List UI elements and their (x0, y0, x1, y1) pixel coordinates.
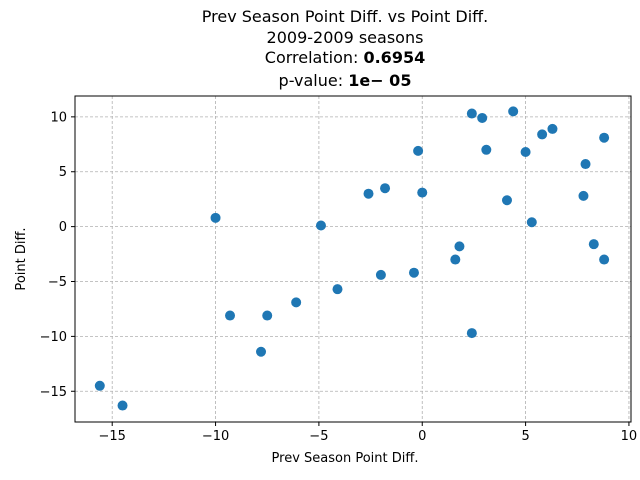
data-point (526, 217, 537, 228)
data-point (413, 145, 424, 156)
data-point (117, 400, 128, 411)
data-point (256, 346, 267, 357)
data-point (477, 112, 488, 123)
pvalue-value: 1e− 05 (348, 71, 411, 90)
data-point (508, 106, 519, 117)
x-tick-label: −5 (309, 429, 328, 444)
x-tick-label: 5 (521, 429, 529, 444)
data-point (466, 328, 477, 339)
correlation-label: Correlation: (265, 48, 364, 67)
data-point (599, 132, 610, 143)
data-point (363, 188, 374, 199)
data-point (547, 123, 558, 134)
data-point (262, 310, 273, 321)
data-point (315, 220, 326, 231)
x-tick-label: 10 (621, 429, 638, 444)
data-points (94, 106, 610, 411)
data-point (537, 129, 548, 140)
data-point (580, 159, 591, 170)
data-point (408, 267, 419, 278)
data-point (481, 144, 492, 155)
pvalue-label: p-value: (279, 71, 349, 90)
plot-frame (74, 95, 632, 423)
data-point (225, 310, 236, 321)
data-point (466, 108, 477, 119)
data-point (588, 239, 599, 250)
data-point (375, 269, 386, 280)
y-axis-label: Point Diff. (14, 227, 29, 290)
data-point (520, 146, 531, 157)
y-tick-label: 10 (50, 110, 67, 125)
y-tick-label: 5 (59, 165, 67, 180)
x-axis-label: Prev Season Point Diff. (272, 451, 419, 466)
data-point (501, 195, 512, 206)
chart-title: Prev Season Point Diff. vs Point Diff. (202, 7, 489, 26)
x-tick-label: −15 (98, 429, 125, 444)
data-point (210, 212, 221, 223)
correlation-text: Correlation: 0.6954 (265, 48, 425, 67)
data-point (578, 190, 589, 201)
data-point (94, 380, 105, 391)
y-axis-ticks: −15 −10 −5 0 5 10 (40, 110, 75, 400)
x-tick-label: 0 (418, 429, 426, 444)
x-axis-ticks: −15 −10 −5 0 5 10 (98, 422, 637, 444)
data-point (599, 254, 610, 265)
x-tick-label: −10 (202, 429, 229, 444)
data-point (291, 297, 302, 308)
data-point (380, 183, 391, 194)
y-tick-label: 0 (59, 220, 67, 235)
grid-lines (75, 96, 631, 422)
data-point (454, 241, 465, 252)
pvalue-text: p-value: 1e− 05 (279, 71, 412, 90)
data-point (332, 284, 343, 295)
y-tick-label: −5 (48, 275, 67, 290)
data-point (450, 254, 461, 265)
data-point (417, 187, 428, 198)
chart-subtitle: 2009-2009 seasons (267, 28, 424, 47)
y-tick-label: −15 (40, 385, 67, 400)
correlation-value: 0.6954 (363, 48, 425, 67)
y-tick-label: −10 (40, 330, 67, 345)
